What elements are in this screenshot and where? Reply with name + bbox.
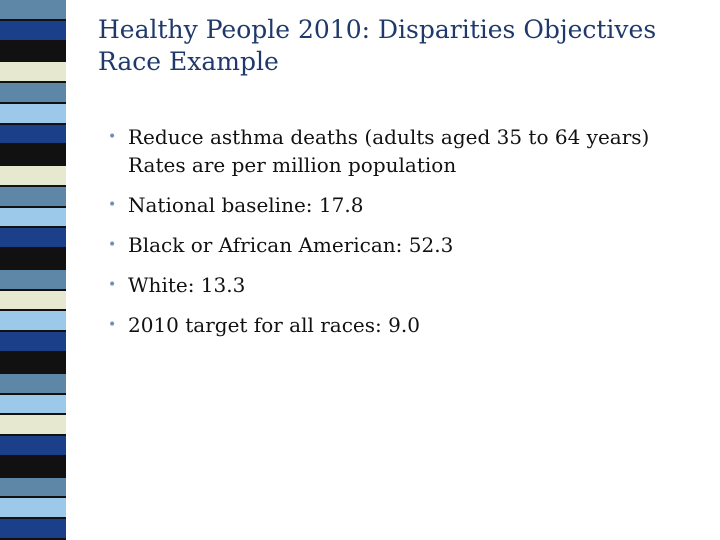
decorative-stripe: [0, 186, 66, 208]
decorative-stripe: [0, 62, 66, 84]
bullet-text: National baseline: 17.8: [128, 193, 364, 217]
decorative-stripe: [0, 373, 66, 395]
decorative-stripe: [0, 228, 66, 250]
bullet-item: • National baseline: 17.8: [108, 191, 708, 219]
decorative-stripe: [0, 290, 66, 312]
bullet-text: Black or African American: 52.3: [128, 233, 454, 257]
decorative-stripe: [0, 41, 66, 63]
decorative-stripe: [0, 519, 66, 540]
bullet-dot-icon: •: [108, 277, 117, 293]
decorative-stripe: [0, 311, 66, 333]
decorative-stripe: [0, 269, 66, 291]
decorative-stripe: [0, 332, 66, 354]
decorative-stripe: [0, 498, 66, 520]
decorative-stripe: [0, 394, 66, 416]
decorative-stripe: [0, 0, 66, 21]
bullet-item: • Reduce asthma deaths (adults aged 35 t…: [108, 123, 708, 179]
bullet-item: • Black or African American: 52.3: [108, 231, 708, 259]
decorative-stripe: [0, 415, 66, 437]
decorative-stripe: [0, 103, 66, 125]
bullet-dot-icon: •: [108, 317, 117, 333]
decorative-stripe: [0, 145, 66, 167]
bullet-dot-icon: •: [108, 237, 117, 253]
slide-title-line: Healthy People 2010: Disparities Objecti…: [98, 15, 657, 44]
slide-title-line: Race Example: [98, 47, 279, 76]
decorative-stripe: [0, 353, 66, 374]
decorative-stripe: [0, 20, 66, 42]
bullet-item: • White: 13.3: [108, 271, 708, 299]
decorative-stripe: [0, 166, 66, 187]
bullet-text: 2010 target for all races: 9.0: [128, 313, 420, 337]
bullet-text: Reduce asthma deaths (adults aged 35 to …: [128, 125, 650, 149]
bullet-list: • Reduce asthma deaths (adults aged 35 t…: [108, 123, 708, 351]
decorative-stripe: [0, 83, 66, 104]
decorative-stripe: [0, 436, 66, 457]
decorative-stripe: [0, 456, 66, 478]
decorative-stripe: [0, 124, 66, 146]
bullet-text: Rates are per million population: [128, 153, 457, 177]
bullet-dot-icon: •: [108, 197, 117, 213]
decorative-stripe: [0, 249, 66, 270]
bullet-item: • 2010 target for all races: 9.0: [108, 311, 708, 339]
decorative-stripe: [0, 207, 66, 229]
bullet-dot-icon: •: [108, 129, 117, 145]
decorative-stripe: [0, 477, 66, 499]
decorative-stripe-bar: [0, 0, 66, 540]
slide-title: Healthy People 2010: Disparities Objecti…: [98, 14, 698, 78]
bullet-text: White: 13.3: [128, 273, 246, 297]
